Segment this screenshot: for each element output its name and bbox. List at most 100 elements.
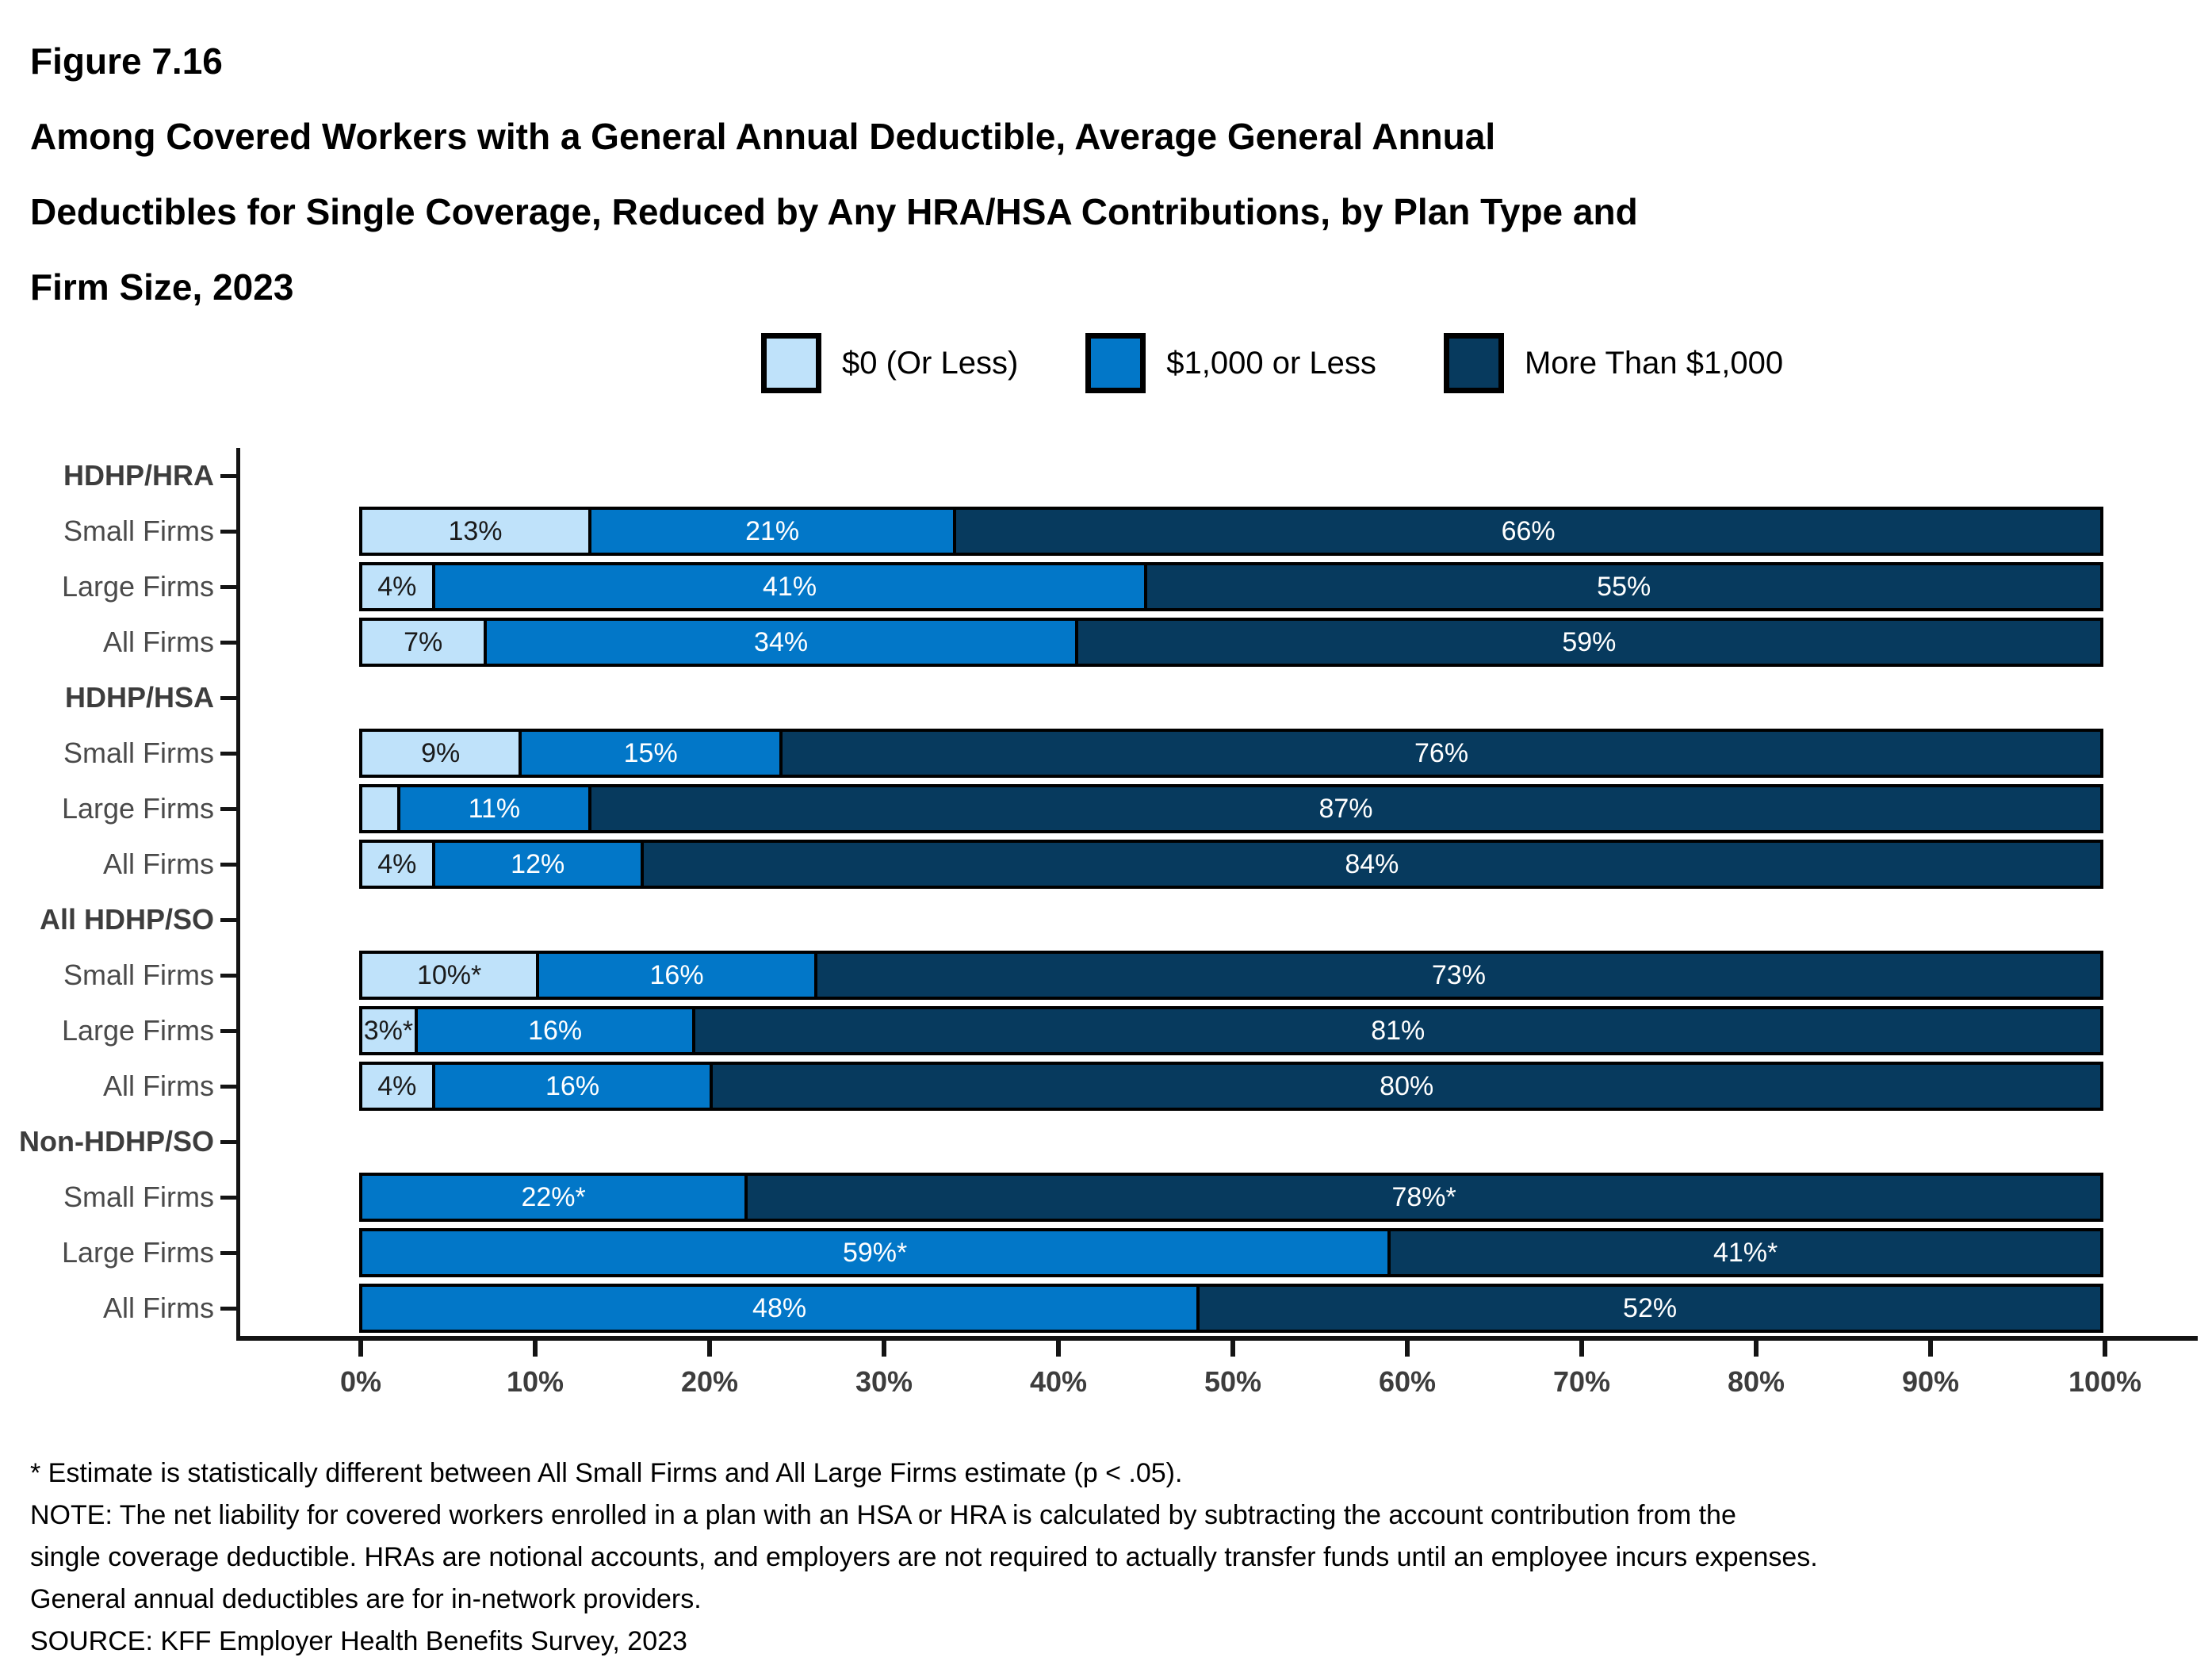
y-tick [220,695,238,700]
bar-segment-mid: 16% [431,1065,710,1108]
chart-rows: HDHP/HRA Small Firms 13% 21% 66% Large Firms 4… [0,448,2212,1336]
bar-value-label: 80% [1380,1070,1434,1101]
bar-value-label: 41%* [1713,1237,1778,1268]
bar-segment-mid: 11% [396,787,588,830]
title-line-2: Deductibles for Single Coverage, Reduced… [30,191,1638,232]
bar-value-label: 59% [1562,626,1617,657]
footnote-note-3: General annual deductibles are for in-ne… [30,1584,702,1614]
y-tick [220,529,238,534]
x-tick [1056,1341,1061,1357]
bar-segment-light: 4% [362,843,432,886]
bar-segment-dark: 59% [1074,621,2100,664]
bar-value-label: 12% [511,848,565,879]
y-tick [220,1139,238,1144]
bar-row: Large Firms 4% 41% 55% [0,559,2212,614]
group-row: All HDHP/SO [0,892,2212,947]
x-tick-label: 30% [855,1365,913,1398]
stacked-bar: 22%* 78%* [359,1173,2103,1222]
x-tick [1405,1341,1410,1357]
row-label: Large Firms [61,1014,214,1047]
y-tick [220,917,238,922]
bar-value-label: 11% [468,793,521,824]
bar-row: Small Firms 10%* 16% 73% [0,947,2212,1003]
bar-row: All Firms 4% 16% 80% [0,1058,2212,1114]
bar-segment-mid: 15% [519,732,780,775]
stacked-bar: 4% 41% 55% [359,562,2103,611]
stacked-bar: 3%* 16% 81% [359,1006,2103,1055]
y-tick [220,640,238,645]
row-label: Large Firms [61,570,214,603]
bar-value-label: 21% [745,515,800,546]
stacked-bar: 7% 34% 59% [359,618,2103,667]
bar-row: Large Firms 3%* 16% 81% [0,1003,2212,1058]
bar-segment-dark: 73% [813,954,2100,997]
row-label: All Firms [103,848,214,880]
stacked-bar: 4% 12% 84% [359,840,2103,889]
legend-swatch-dark [1443,333,1504,393]
stacked-bar: 13% 21% 66% [359,507,2103,556]
x-tick [1579,1341,1584,1357]
bar-value-label: 16% [649,959,704,990]
bar-value-label: 87% [1318,793,1373,824]
x-tick-label: 100% [2068,1365,2142,1398]
x-tick-label: 40% [1029,1365,1088,1398]
x-axis-line [236,1336,2198,1341]
y-tick [220,584,238,589]
bar-segment-mid: 12% [431,843,641,886]
title-line-1: Among Covered Workers with a General Ann… [30,116,1496,157]
row-label: Large Firms [61,792,214,825]
bar-value-label: 4% [377,1070,417,1101]
x-tick-label: 0% [339,1365,382,1398]
group-row: Non-HDHP/SO [0,1114,2212,1169]
bar-value-label: 16% [545,1070,600,1101]
bar-value-label: 15% [623,737,678,768]
bar-segment-dark: 81% [692,1009,2100,1052]
row-label: Small Firms [63,959,214,991]
y-tick [220,1028,238,1033]
x-tick-label: 60% [1378,1365,1437,1398]
bar-value-label: 52% [1623,1292,1678,1323]
y-tick [220,1084,238,1089]
bar-segment-light: 9% [362,732,519,775]
bar-segment-dark: 76% [779,732,2100,775]
y-tick [220,973,238,978]
bar-row: Small Firms 13% 21% 66% [0,503,2212,559]
x-tick-label: 80% [1727,1365,1785,1398]
bar-segment-mid: 41% [431,565,1145,608]
x-tick [1928,1341,1933,1357]
x-tick [882,1341,886,1357]
stacked-bar: 9% 15% 76% [359,729,2103,778]
legend-item-1: $1,000 or Less [1085,333,1376,393]
row-label: All Firms [103,626,214,658]
x-tick-label: 50% [1204,1365,1262,1398]
footnote-asterisk: * Estimate is statistically different be… [30,1458,1183,1488]
bar-value-label: 34% [754,626,809,657]
x-tick [358,1341,363,1357]
bar-row: Large Firms 59%* 41%* [0,1225,2212,1280]
bar-segment-dark: 55% [1144,565,2100,608]
legend-swatch-light [761,333,821,393]
stacked-bar: 4% 16% 80% [359,1062,2103,1111]
row-label: Small Firms [63,1181,214,1213]
bar-value-label: 9% [421,737,461,768]
bar-value-label: 13% [448,515,503,546]
y-tick [220,473,238,478]
bar-segment-mid: 34% [484,621,1075,664]
group-label: HDHP/HSA [64,681,214,714]
bar-value-label: 78%* [1391,1181,1456,1212]
legend-swatch-mid [1085,333,1146,393]
y-tick [220,751,238,756]
bar-segment-mid: 48% [362,1287,1197,1330]
bar-segment-mid: 22%* [362,1176,745,1219]
bar-row: All Firms 48% 52% [0,1280,2212,1336]
bar-segment-light [362,787,397,830]
x-tick-label: 90% [1901,1365,1960,1398]
bar-segment-dark: 52% [1196,1287,2100,1330]
group-label: Non-HDHP/SO [19,1125,214,1158]
bar-segment-light: 7% [362,621,484,664]
bar-segment-dark: 84% [640,843,2100,886]
bar-value-label: 55% [1597,571,1651,602]
bar-segment-mid: 16% [414,1009,693,1052]
bar-segment-dark: 41%* [1387,1231,2100,1274]
bar-value-label: 4% [377,848,417,879]
